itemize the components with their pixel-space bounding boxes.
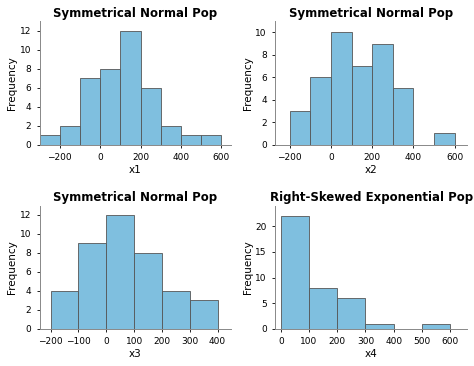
Bar bbox=[337, 298, 365, 329]
Bar bbox=[281, 216, 309, 329]
Bar bbox=[309, 288, 337, 329]
Bar bbox=[39, 135, 60, 145]
Bar bbox=[393, 89, 413, 145]
Y-axis label: Frequency: Frequency bbox=[243, 240, 253, 294]
Y-axis label: Frequency: Frequency bbox=[7, 240, 17, 294]
Bar bbox=[331, 32, 352, 145]
Bar bbox=[365, 324, 394, 329]
X-axis label: x2: x2 bbox=[365, 165, 377, 175]
Y-axis label: Frequency: Frequency bbox=[243, 56, 253, 110]
Bar bbox=[352, 66, 372, 145]
Bar bbox=[310, 77, 331, 145]
X-axis label: x1: x1 bbox=[129, 165, 142, 175]
Bar bbox=[190, 300, 218, 329]
Bar bbox=[79, 243, 106, 329]
Bar bbox=[141, 87, 161, 145]
Bar bbox=[372, 44, 393, 145]
Bar bbox=[120, 31, 141, 145]
Bar bbox=[100, 68, 120, 145]
Bar bbox=[106, 215, 134, 329]
Bar bbox=[80, 78, 100, 145]
Title: Symmetrical Normal Pop: Symmetrical Normal Pop bbox=[54, 191, 218, 204]
Bar bbox=[60, 126, 80, 145]
Bar bbox=[201, 135, 221, 145]
Bar bbox=[422, 324, 450, 329]
Bar bbox=[434, 133, 455, 145]
Bar bbox=[51, 291, 79, 329]
Bar bbox=[134, 253, 162, 329]
Title: Right-Skewed Exponential Pop: Right-Skewed Exponential Pop bbox=[270, 191, 473, 204]
Bar bbox=[290, 111, 310, 145]
Title: Symmetrical Normal Pop: Symmetrical Normal Pop bbox=[54, 7, 218, 20]
Y-axis label: Frequency: Frequency bbox=[7, 56, 17, 110]
Title: Symmetrical Normal Pop: Symmetrical Normal Pop bbox=[289, 7, 453, 20]
Bar bbox=[161, 126, 181, 145]
Bar bbox=[181, 135, 201, 145]
X-axis label: x3: x3 bbox=[129, 349, 142, 359]
X-axis label: x4: x4 bbox=[365, 349, 377, 359]
Bar bbox=[162, 291, 190, 329]
